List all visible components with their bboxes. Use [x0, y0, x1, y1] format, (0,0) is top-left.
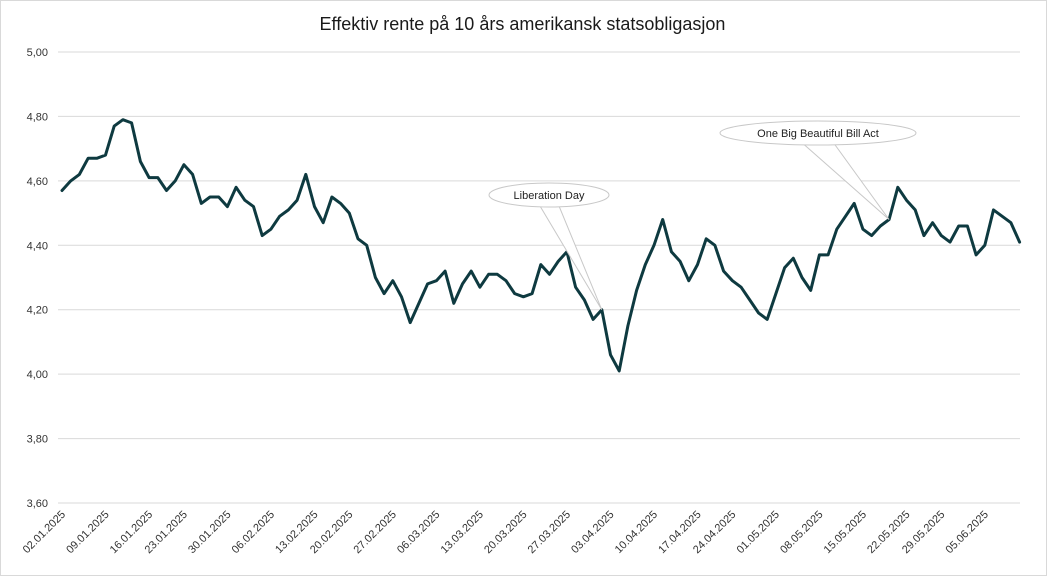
x-tick-label: 27.02.2025 — [352, 509, 399, 556]
x-tick-label: 05.06.2025 — [944, 509, 991, 556]
y-tick-label: 4,40 — [27, 240, 48, 252]
y-tick-label: 4,80 — [27, 111, 48, 123]
callout-bubble — [488, 182, 610, 208]
y-tick-label: 3,80 — [27, 434, 48, 446]
series-line — [60, 118, 1022, 373]
annotation-callout: One Big Beautiful Bill Act — [719, 120, 917, 220]
x-tick-label: 06.02.2025 — [230, 509, 277, 556]
annotation-label: Liberation Day — [514, 190, 585, 202]
x-tick-label: 02.01.2025 — [21, 509, 68, 556]
y-tick-label: 4,20 — [27, 305, 48, 317]
gridlines — [58, 51, 1020, 504]
series-layer — [60, 118, 1022, 373]
x-tick-label: 20.03.2025 — [482, 509, 529, 556]
annotation-label: One Big Beautiful Bill Act — [757, 128, 879, 140]
x-tick-label: 01.05.2025 — [735, 509, 782, 556]
x-tick-label: 10.04.2025 — [613, 509, 660, 556]
annotation-callout: Liberation Day — [488, 182, 610, 310]
x-tick-label: 06.03.2025 — [395, 509, 442, 556]
x-tick-label: 13.03.2025 — [439, 509, 486, 556]
x-tick-label: 03.04.2025 — [569, 509, 616, 556]
x-tick-label: 09.01.2025 — [64, 509, 111, 556]
y-tick-label: 5,00 — [27, 47, 48, 59]
x-tick-label: 08.05.2025 — [778, 509, 825, 556]
x-tick-label: 30.01.2025 — [186, 509, 233, 556]
annotations: Liberation Day One Big Beautiful Bill Act — [488, 120, 917, 310]
x-tick-label: 27.03.2025 — [526, 509, 573, 556]
x-axis-tick-labels: 02.01.202509.01.202516.01.202523.01.2025… — [21, 509, 991, 556]
chart-title: Effektiv rente på 10 års amerikansk stat… — [319, 14, 726, 34]
x-tick-label: 15.05.2025 — [822, 509, 869, 556]
callout-pointer — [538, 204, 603, 310]
y-tick-label: 3,60 — [27, 498, 48, 510]
y-tick-label: 4,60 — [27, 176, 48, 188]
y-axis-tick-labels: 3,60 3,80 4,00 4,20 4,40 4,60 4,80 5,00 — [27, 47, 48, 510]
y-tick-label: 4,00 — [27, 369, 48, 381]
callout-bubble — [719, 120, 917, 146]
